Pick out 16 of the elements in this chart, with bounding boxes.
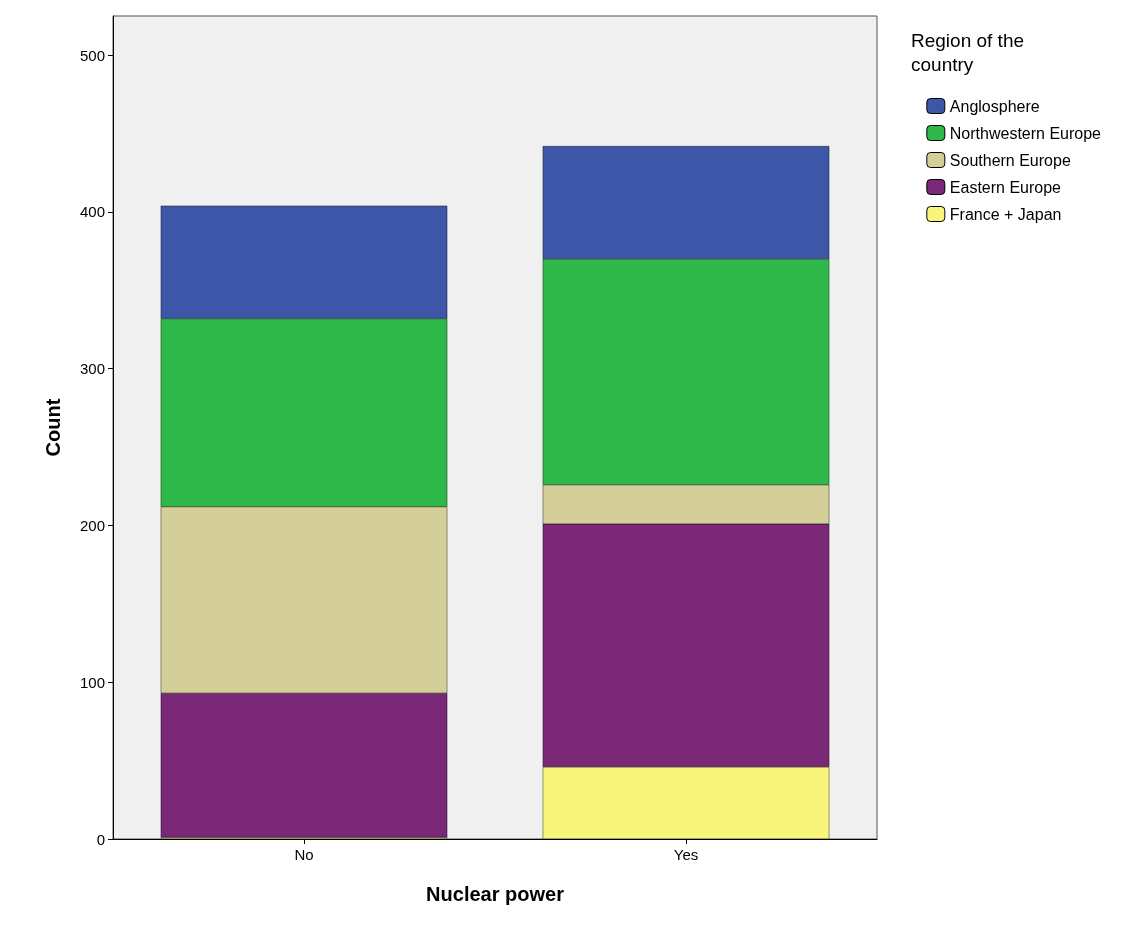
y-tick-label: 200 (79, 516, 105, 534)
y-tick-label: 500 (79, 46, 105, 64)
x-tick-label: No (294, 846, 314, 863)
y-tick-label: 300 (79, 360, 105, 378)
y-tick-label: 100 (79, 673, 105, 691)
x-axis-title: Nuclear power (426, 883, 565, 905)
legend-label: France + Japan (949, 205, 1062, 223)
legend-label: Southern Europe (949, 151, 1071, 169)
legend-label: Northwestern Europe (949, 124, 1102, 142)
y-axis-title: Count (42, 398, 64, 457)
y-tick-label: 0 (96, 830, 105, 848)
legend-label: Eastern Europe (949, 178, 1062, 196)
legend-title: Region of the country (911, 29, 1030, 75)
y-tick-label: 400 (79, 203, 105, 221)
legend-label: Anglosphere (949, 97, 1040, 115)
x-tick-label: Yes (673, 846, 699, 863)
